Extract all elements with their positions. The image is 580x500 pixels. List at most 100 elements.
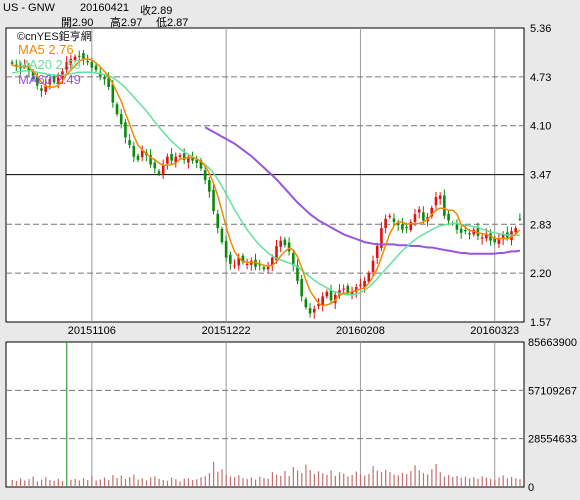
volume-bar	[301, 472, 303, 487]
candle-body	[52, 76, 56, 83]
candle-body	[283, 239, 287, 246]
volume-bar	[145, 480, 148, 487]
candle-body	[86, 60, 89, 63]
volume-bar	[334, 475, 336, 487]
volume-bar	[439, 472, 441, 487]
volume-bar	[506, 478, 509, 487]
volume-bar	[271, 472, 273, 487]
candle-body	[279, 240, 282, 247]
volume-bar	[275, 474, 278, 487]
volume-bar	[460, 477, 462, 487]
candle-body	[300, 279, 303, 297]
candle-body	[199, 160, 203, 169]
candle-body	[203, 170, 207, 181]
candle-body	[333, 294, 337, 304]
volume-bar	[443, 476, 446, 487]
candle-body	[166, 156, 169, 164]
candle-body	[455, 224, 459, 230]
volume-bar	[418, 470, 420, 487]
volume-bar	[464, 476, 467, 487]
candle-body	[208, 180, 211, 192]
volume-panel	[5, 341, 525, 488]
volume-bar	[494, 479, 496, 487]
volume-bar	[288, 476, 290, 487]
volume-bar	[45, 477, 47, 487]
volume-bar	[246, 479, 248, 487]
ma20-line	[11, 69, 520, 296]
volume-bar	[410, 471, 412, 487]
y-tick-label: 4.10	[530, 121, 551, 133]
volume-bar	[385, 469, 387, 487]
candle-body	[157, 171, 161, 174]
candle-body	[128, 140, 131, 146]
candle-body	[90, 62, 94, 68]
candle-body	[342, 288, 345, 290]
candle-body	[367, 273, 371, 282]
volume-bar	[24, 480, 26, 487]
candle-body	[270, 257, 274, 266]
candle-body	[77, 55, 81, 57]
volume-bar	[389, 472, 391, 487]
candle-body	[44, 85, 47, 92]
candle-body	[153, 162, 157, 169]
volume-bar	[112, 474, 114, 487]
volume-bar	[57, 478, 59, 487]
volume-tick-label: 28554633	[528, 434, 577, 446]
volume-bar	[406, 474, 408, 487]
candle-body	[23, 65, 26, 67]
volume-bar	[133, 474, 135, 487]
candle-body	[262, 267, 266, 270]
candle-body	[304, 299, 308, 308]
candle-body	[132, 146, 136, 157]
candle-body	[468, 233, 471, 235]
volume-bar	[19, 478, 22, 487]
volume-bar	[347, 476, 349, 487]
volume-bar	[166, 480, 169, 487]
candle-body	[149, 155, 152, 165]
volume-tick-label: 85663900	[528, 337, 577, 349]
volume-bar	[481, 476, 483, 487]
candle-body	[275, 245, 278, 261]
candle-body	[409, 221, 413, 230]
volume-bar	[129, 477, 131, 487]
candle-body	[443, 195, 446, 216]
y-tick-label: 5.36	[530, 23, 551, 35]
volume-bar	[296, 470, 299, 487]
volume-bar	[280, 475, 282, 487]
volume-bar	[137, 479, 139, 487]
volume-bar	[204, 476, 206, 487]
volume-bar	[40, 479, 43, 487]
candle-body	[413, 214, 417, 222]
y-tick-label: 2.20	[530, 268, 551, 280]
x-tick-label: 20160208	[336, 325, 385, 337]
volume-bar	[116, 478, 118, 487]
candle-body	[73, 56, 77, 60]
candle-body	[480, 237, 484, 239]
header-symbol: US - GNW	[3, 2, 55, 14]
volume-bar	[208, 473, 211, 487]
candle-body	[396, 222, 400, 226]
volume-bar	[355, 471, 357, 487]
volume-bar	[255, 479, 257, 487]
volume-bar	[53, 480, 55, 487]
volume-bar	[234, 477, 236, 487]
candle-body	[438, 195, 442, 199]
candle-body	[220, 229, 224, 243]
volume-bar	[511, 477, 513, 487]
volume-bar	[162, 480, 164, 487]
volume-bar	[515, 478, 517, 487]
brand-label: ©cnYES鉅亨網	[17, 31, 92, 43]
candle-body	[317, 304, 320, 307]
volume-bar	[108, 479, 110, 487]
volume-bar	[158, 478, 160, 487]
candle-body	[422, 212, 425, 221]
volume-tick-label: 0	[528, 482, 534, 494]
candle-body	[287, 242, 291, 252]
volume-bar	[150, 477, 152, 487]
candle-body	[56, 77, 60, 85]
candle-body	[459, 228, 463, 233]
candle-body	[161, 164, 165, 175]
volume-bar	[225, 474, 227, 487]
candle-body	[65, 62, 68, 70]
volume-bar	[452, 477, 454, 487]
